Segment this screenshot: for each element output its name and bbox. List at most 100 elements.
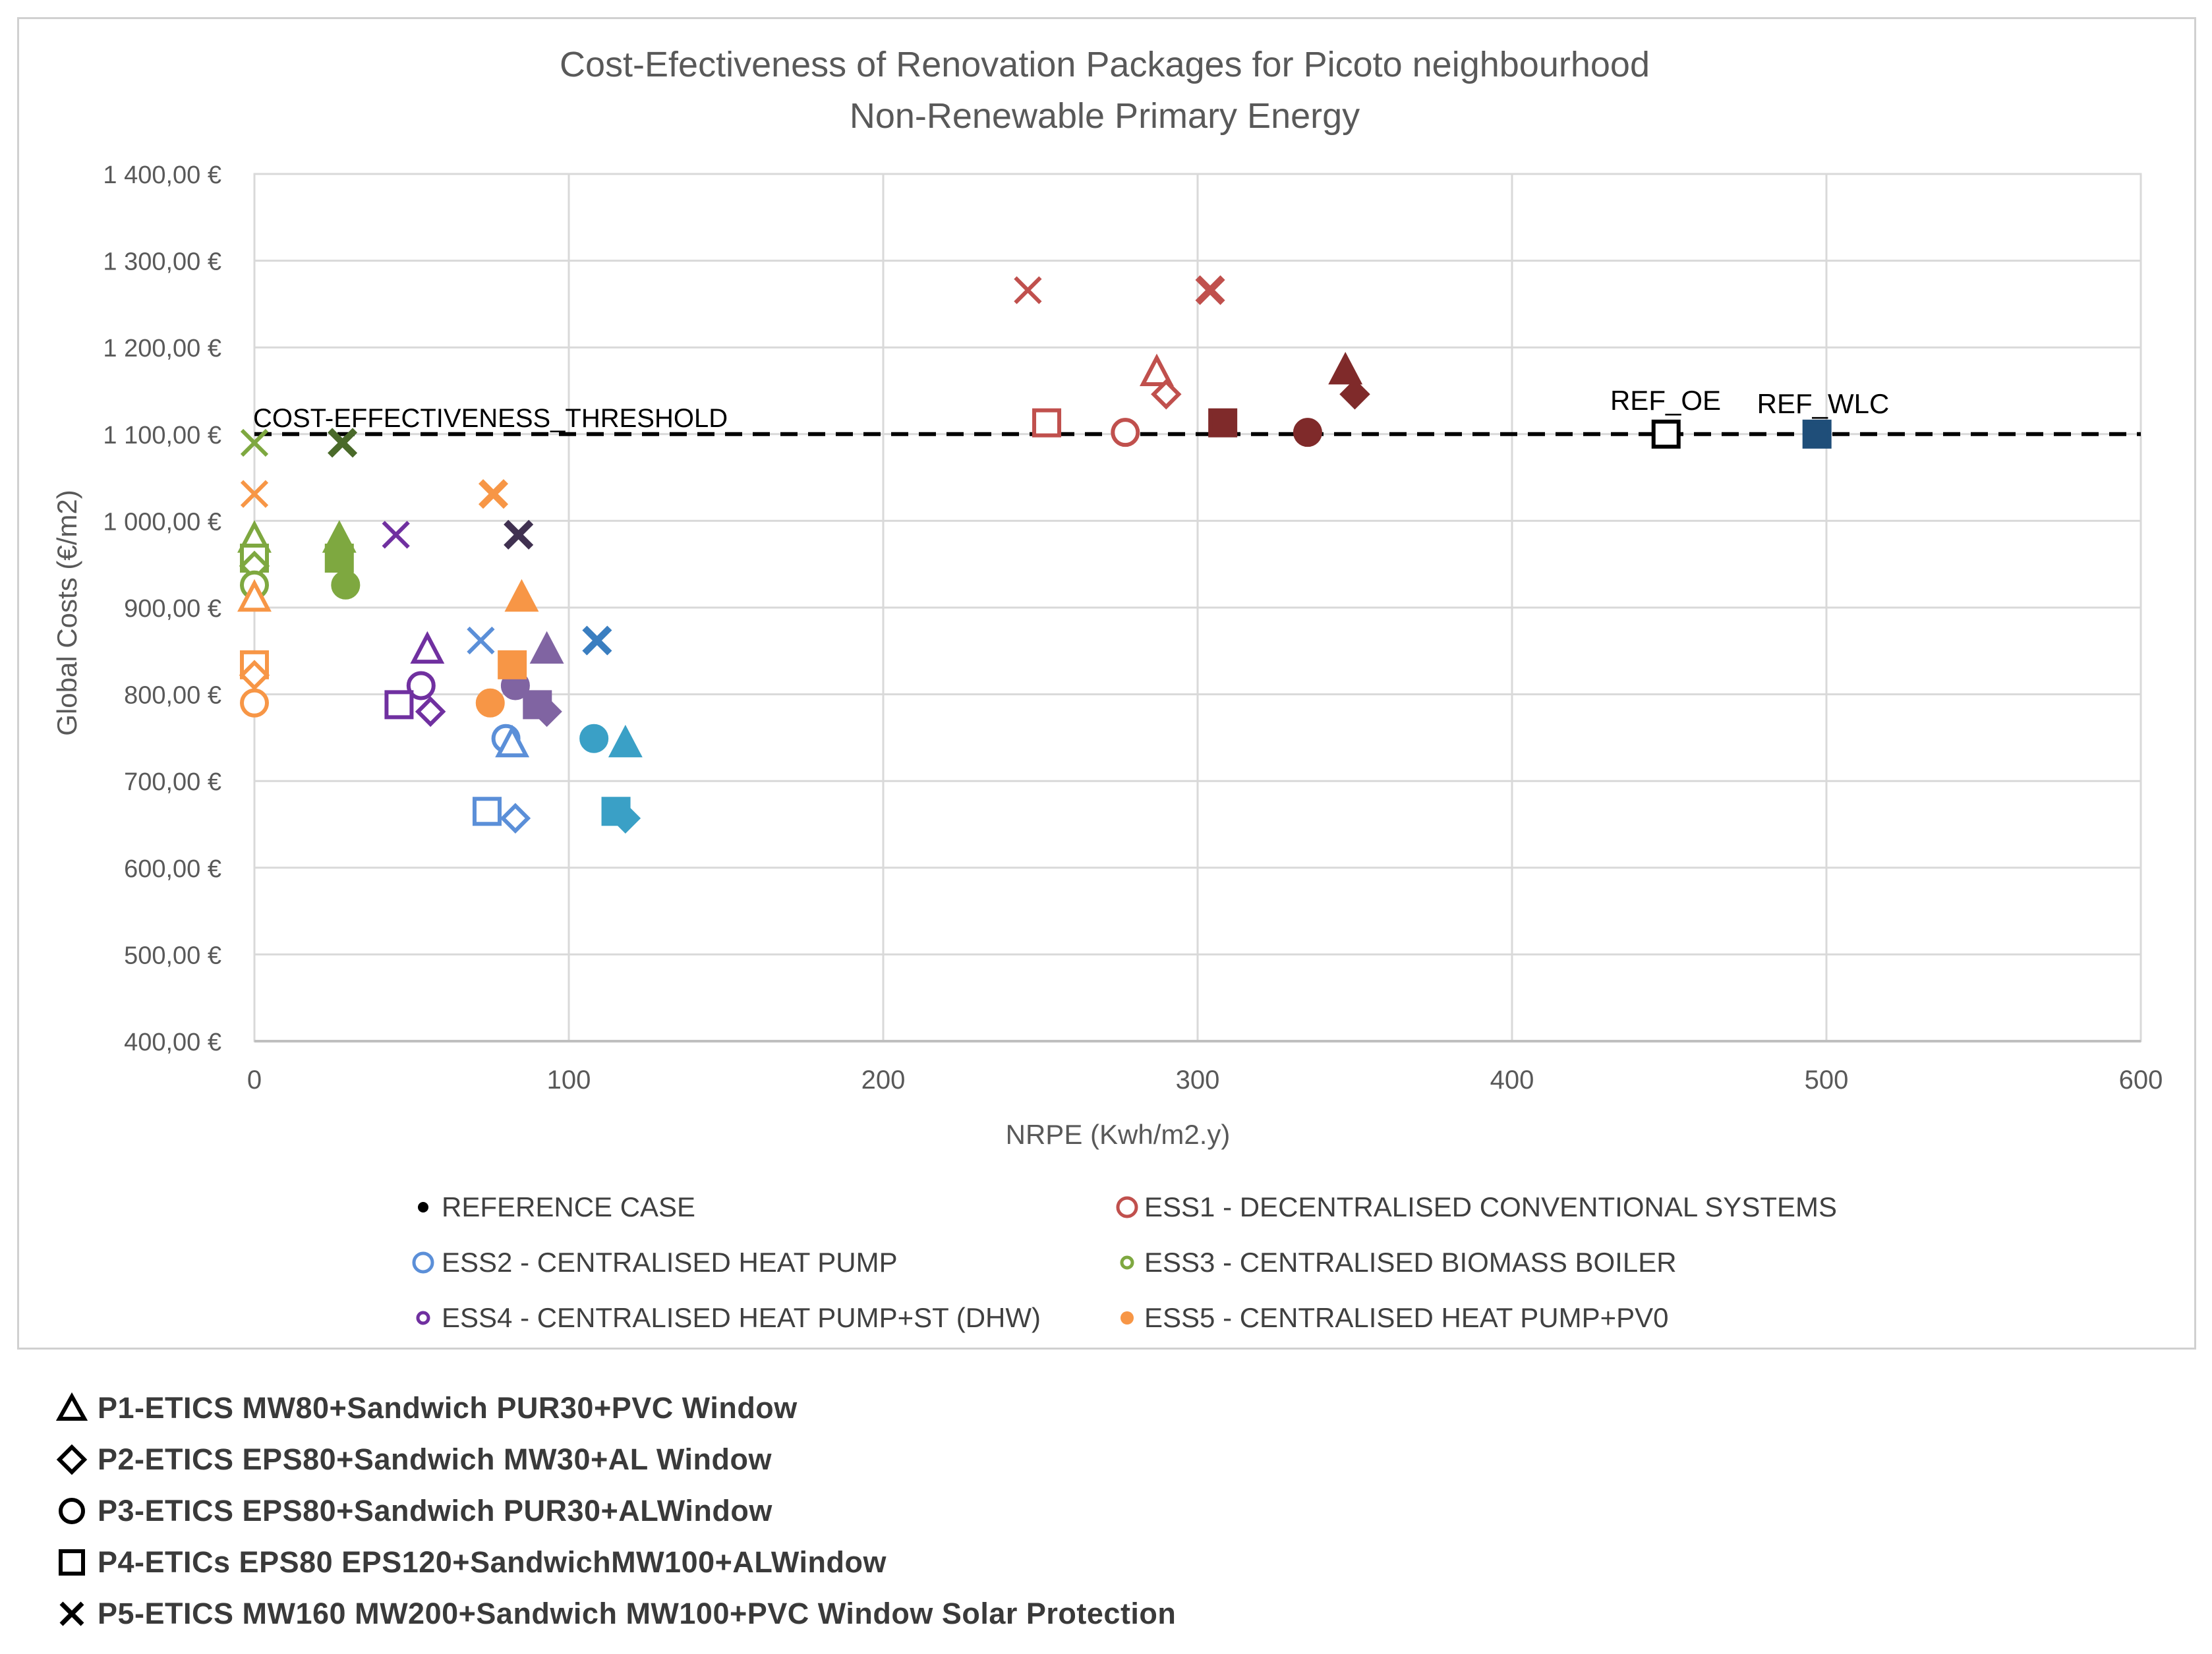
ref-wlc-label: REF_WLC <box>1757 388 1890 419</box>
data-point-ess2-oe-square <box>472 797 502 826</box>
package-legend-label-p4: P4-ETICs EPS80 EPS120+SandwichMW100+ALWi… <box>98 1545 887 1579</box>
data-point-ess1-wlc-circle <box>1293 418 1322 447</box>
points-layer <box>237 275 1832 834</box>
legend-label-ess5: ESS5 - CENTRALISED HEAT PUMP+PV0 <box>1144 1302 1669 1333</box>
y-tick-label: 500,00 € <box>124 942 221 969</box>
y-tick-label: 1 000,00 € <box>103 508 221 536</box>
data-point-ref-oe-square <box>1651 419 1681 449</box>
x-tick-label: 0 <box>247 1066 262 1095</box>
data-point-ess2-wlc-x <box>582 625 612 656</box>
ref-oe-label: REF_OE <box>1610 385 1721 416</box>
legend-item-ess5: ESS5 - CENTRALISED HEAT PUMP+PV0 <box>1121 1302 1669 1333</box>
x-tick-label: 400 <box>1490 1066 1534 1095</box>
legend-marker-reference-case <box>418 1202 428 1212</box>
series-legend: REFERENCE CASE ESS1 - DECENTRALISED CONV… <box>412 1191 1837 1333</box>
data-point-ess4-oe-diamond <box>415 696 446 727</box>
package-legend-label-p2: P2-ETICS EPS80+Sandwich MW30+AL Window <box>98 1442 772 1476</box>
package-legend-item-p4: P4-ETICs EPS80 EPS120+SandwichMW100+ALWi… <box>55 1537 2033 1588</box>
data-point-ess1-wlc-diamond <box>1339 379 1370 410</box>
y-tick-label: 1 400,00 € <box>103 161 221 189</box>
square-icon <box>59 1549 85 1576</box>
threshold-label: COST-EFFECTIVENESS_THRESHOLD <box>253 404 728 433</box>
package-legend-item-p1: P1-ETICS MW80+Sandwich PUR30+PVC Window <box>55 1383 2033 1434</box>
data-point-ess4-oe-x <box>382 521 410 549</box>
data-point-ess1-wlc-x <box>1195 275 1225 305</box>
data-point-ess5-wlc-square <box>498 650 527 679</box>
data-point-ess5-wlc-x <box>478 479 509 509</box>
data-point-ess5-oe-triangle <box>237 579 272 612</box>
circle-icon <box>59 1498 85 1524</box>
scatter-chart: 400,00 € 500,00 € 600,00 € 700,00 € 800,00 €… <box>51 45 2163 1333</box>
data-point-ess4-wlc-triangle <box>529 631 564 664</box>
data-point-ess4-oe-circle <box>406 671 436 700</box>
grid-layer <box>253 173 2142 1042</box>
data-point-ess1-oe-x <box>1014 276 1042 304</box>
data-point-ess2-oe-triangle <box>495 724 530 758</box>
legend-marker-ess2 <box>412 1251 434 1274</box>
data-point-ess5-wlc-triangle <box>504 579 539 612</box>
y-tick-label: 400,00 € <box>124 1029 221 1056</box>
legend-label-reference-case: REFERENCE CASE <box>442 1191 695 1222</box>
x-tick-label: 600 <box>2119 1066 2163 1095</box>
data-point-ess4-wlc-x <box>504 519 534 550</box>
x-tick-label: 500 <box>1805 1066 1849 1095</box>
data-point-ess3-wlc-circle <box>331 570 361 600</box>
data-point-ess2-wlc-circle <box>579 724 609 753</box>
x-mark-icon <box>59 1601 84 1626</box>
diamond-icon <box>56 1444 88 1475</box>
y-tick-label: 1 200,00 € <box>103 335 221 362</box>
legend-label-ess4: ESS4 - CENTRALISED HEAT PUMP+ST (DHW) <box>442 1302 1041 1333</box>
legend-label-ess3: ESS3 - CENTRALISED BIOMASS BOILER <box>1144 1247 1677 1278</box>
axis-layer: 400,00 € 500,00 € 600,00 € 700,00 € 800,00 €… <box>103 161 2163 1095</box>
triangle-icon <box>55 1392 88 1421</box>
y-tick-label: 700,00 € <box>124 768 221 796</box>
chart-subtitle: Non-Renewable Primary Energy <box>850 96 1360 136</box>
package-legend-item-p5: P5-ETICS MW160 MW200+Sandwich MW100+PVC … <box>55 1588 2033 1640</box>
y-tick-label: 800,00 € <box>124 682 221 710</box>
data-point-ess5-oe-diamond <box>239 660 270 691</box>
legend-marker-ess3 <box>1120 1255 1134 1270</box>
legend-item-ess2: ESS2 - CENTRALISED HEAT PUMP <box>412 1247 898 1278</box>
package-legend-label-p3: P3-ETICS EPS80+Sandwich PUR30+ALWindow <box>98 1494 772 1527</box>
legend-item-ess1: ESS1 - DECENTRALISED CONVENTIONAL SYSTEM… <box>1116 1191 1837 1222</box>
data-point-ess1-wlc-triangle <box>1328 351 1363 385</box>
data-point-ess1-oe-triangle <box>1140 353 1174 387</box>
x-tick-label: 300 <box>1176 1066 1220 1095</box>
data-point-ess2-oe-x <box>467 626 495 655</box>
data-point-ess2-oe-diamond <box>500 803 531 834</box>
data-point-ess4-oe-square <box>384 690 414 720</box>
legend-label-ess1: ESS1 - DECENTRALISED CONVENTIONAL SYSTEM… <box>1144 1191 1837 1222</box>
data-point-ess5-oe-x <box>240 480 269 508</box>
data-point-ess2-wlc-diamond <box>610 803 641 834</box>
data-point-ess4-oe-triangle <box>410 631 445 664</box>
chart-frame <box>17 17 2196 1350</box>
x-tick-label: 200 <box>861 1066 906 1095</box>
data-point-ref-wlc-square <box>1802 419 1832 449</box>
x-axis-title: NRPE (Kwh/m2.y) <box>1006 1119 1231 1150</box>
package-legend-label-p5: P5-ETICS MW160 MW200+Sandwich MW100+PVC … <box>98 1597 1177 1630</box>
legend-marker-ess5 <box>1121 1311 1134 1325</box>
data-point-ess3-wlc-x <box>328 428 358 458</box>
data-point-ess3-wlc-square <box>324 543 354 573</box>
data-point-ess2-wlc-triangle <box>608 724 643 758</box>
data-point-ess1-oe-circle <box>1111 418 1140 447</box>
x-tick-label: 100 <box>547 1066 591 1095</box>
legend-marker-ess4 <box>416 1311 430 1325</box>
y-tick-label: 900,00 € <box>124 595 221 623</box>
y-tick-label: 1 100,00 € <box>103 422 221 449</box>
data-point-ess1-wlc-square <box>1208 408 1238 438</box>
data-point-ess1-oe-square <box>1032 408 1062 438</box>
legend-marker-ess1 <box>1116 1196 1138 1218</box>
data-point-ess3-oe-x <box>240 428 269 457</box>
legend-item-reference-case: REFERENCE CASE <box>418 1191 695 1222</box>
package-legend-label-p1: P1-ETICS MW80+Sandwich PUR30+PVC Window <box>98 1391 798 1425</box>
data-point-ess4-wlc-diamond <box>531 696 562 727</box>
y-tick-label: 600,00 € <box>124 855 221 883</box>
text-layer: Cost-Efectiveness of Renovation Packages… <box>51 45 1889 1150</box>
legend-item-ess3: ESS3 - CENTRALISED BIOMASS BOILER <box>1120 1247 1677 1278</box>
legend-label-ess2: ESS2 - CENTRALISED HEAT PUMP <box>442 1247 898 1278</box>
data-point-ess1-oe-diamond <box>1151 379 1182 410</box>
package-legend: P1-ETICS MW80+Sandwich PUR30+PVC Window … <box>55 1383 2033 1640</box>
package-legend-item-p3: P3-ETICS EPS80+Sandwich PUR30+ALWindow <box>55 1485 2033 1537</box>
chart-title: Cost-Efectiveness of Renovation Packages… <box>560 45 1650 84</box>
